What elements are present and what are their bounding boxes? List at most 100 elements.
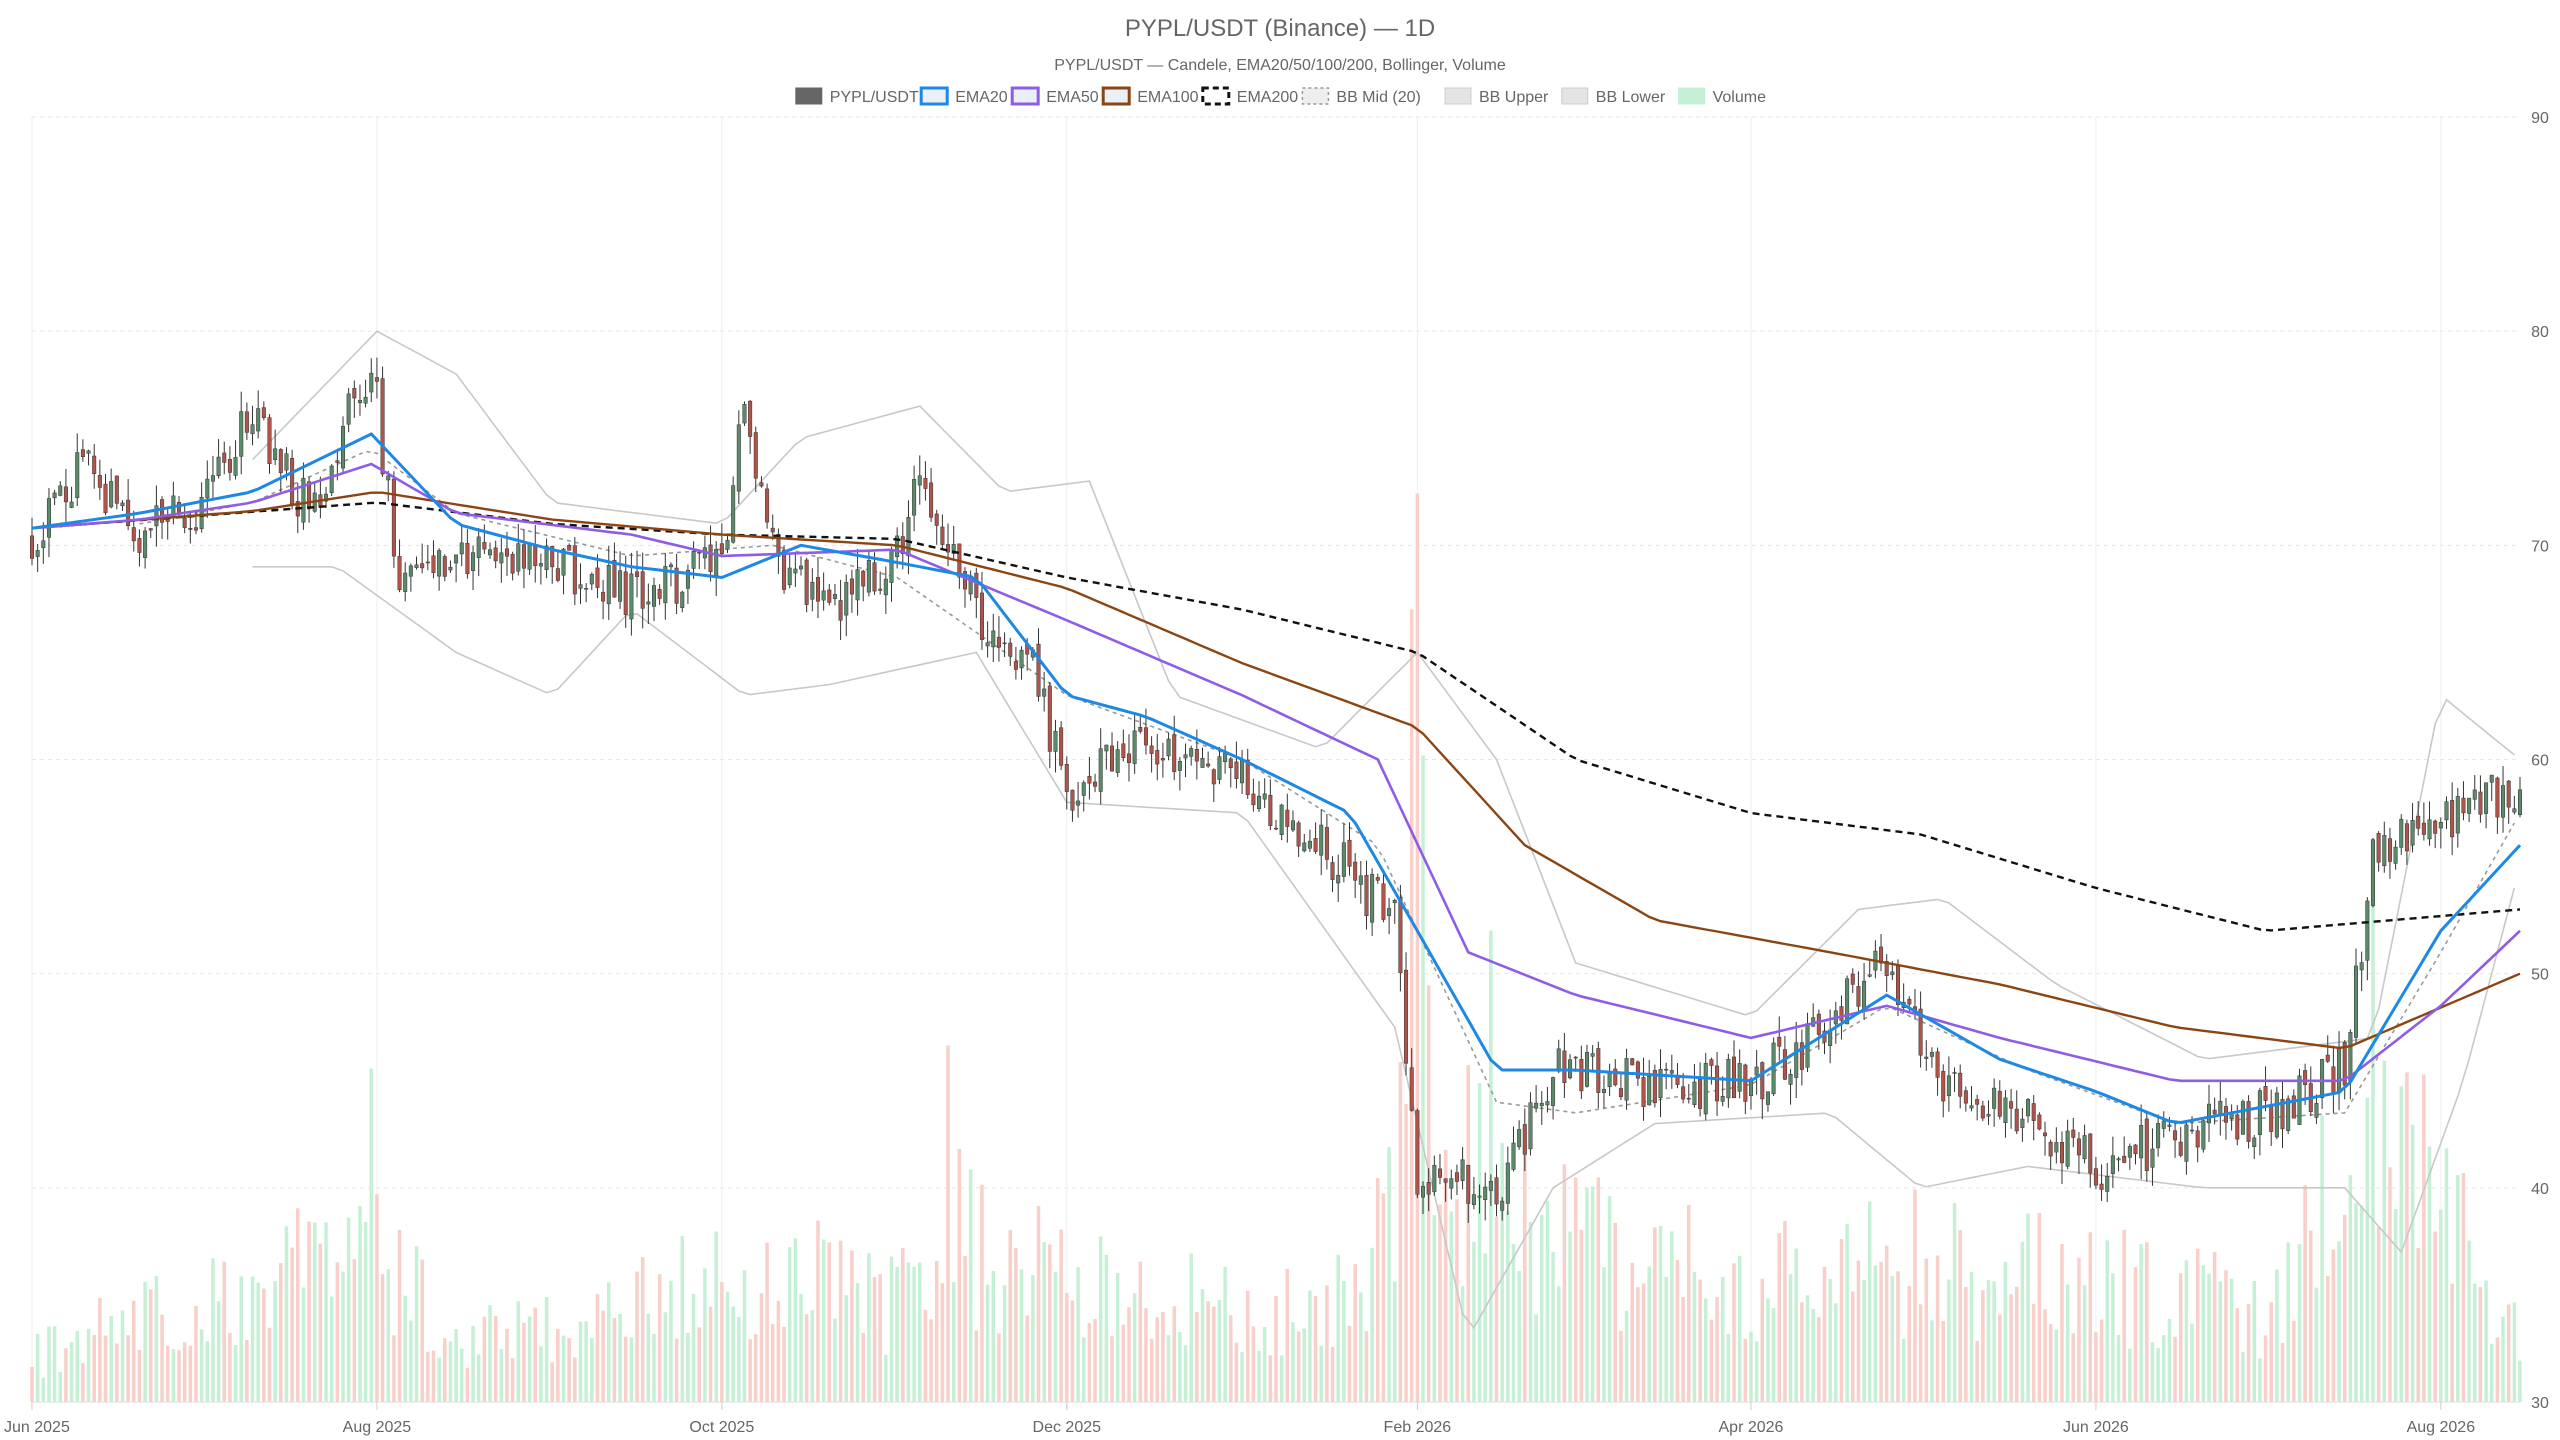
candle[interactable] [2178, 1127, 2183, 1158]
candle[interactable] [2161, 1111, 2166, 1138]
candle[interactable] [2274, 1086, 2279, 1140]
candle[interactable] [855, 548, 860, 616]
candle[interactable] [1765, 1091, 1770, 1112]
candle[interactable] [1059, 721, 1064, 771]
candle[interactable] [256, 390, 261, 439]
candle[interactable] [1471, 1176, 1476, 1210]
candle[interactable] [974, 567, 979, 619]
candle[interactable] [2099, 1164, 2104, 1201]
candle[interactable] [1364, 860, 1369, 930]
candle[interactable] [1715, 1051, 1720, 1116]
candle[interactable] [731, 476, 736, 544]
candle[interactable] [1545, 1086, 1550, 1113]
candle[interactable] [2484, 782, 2489, 829]
candle[interactable] [1975, 1094, 1980, 1121]
candle[interactable] [929, 468, 934, 522]
candle[interactable] [1008, 637, 1013, 667]
candle[interactable] [301, 462, 306, 530]
candle[interactable] [1822, 1022, 1827, 1055]
candle[interactable] [2370, 837, 2375, 908]
candle[interactable] [799, 556, 804, 576]
candle[interactable] [1347, 822, 1352, 876]
candle[interactable] [1257, 781, 1262, 812]
candle[interactable] [2088, 1133, 2093, 1188]
candle[interactable] [1409, 1048, 1414, 1112]
candle[interactable] [957, 543, 962, 589]
candle[interactable] [838, 579, 843, 640]
candle[interactable] [2444, 796, 2449, 829]
candle[interactable] [1760, 1061, 1765, 1120]
candle[interactable] [861, 569, 866, 602]
candle[interactable] [1658, 1049, 1663, 1118]
candle[interactable] [1307, 829, 1312, 852]
legend-item[interactable]: BB Lower [1561, 87, 1666, 106]
candle[interactable] [408, 563, 413, 592]
candle[interactable] [2257, 1087, 2262, 1156]
candle[interactable] [1494, 1164, 1499, 1217]
candle[interactable] [261, 401, 266, 421]
candle[interactable] [46, 488, 51, 558]
candle[interactable] [827, 584, 832, 606]
candle[interactable] [1228, 756, 1233, 788]
candle[interactable] [618, 551, 623, 609]
candle[interactable] [810, 568, 815, 612]
candle[interactable] [488, 542, 493, 559]
candle[interactable] [397, 539, 402, 593]
candle[interactable] [2348, 1029, 2353, 1100]
candle[interactable] [63, 468, 68, 523]
candle[interactable] [804, 557, 809, 613]
candle[interactable] [765, 483, 770, 529]
candle[interactable] [1087, 756, 1092, 800]
candle[interactable] [2320, 1058, 2325, 1109]
candle[interactable] [1997, 1080, 2002, 1120]
candle[interactable] [663, 553, 668, 620]
candle[interactable] [2110, 1136, 2115, 1188]
candle[interactable] [770, 514, 775, 541]
candle[interactable] [1098, 728, 1103, 805]
candle[interactable] [1805, 1012, 1810, 1072]
candle[interactable] [2376, 831, 2381, 872]
candle[interactable] [1511, 1126, 1516, 1172]
candle[interactable] [844, 574, 849, 637]
candle[interactable] [103, 474, 108, 516]
candle[interactable] [1794, 1021, 1799, 1098]
candle[interactable] [2359, 951, 2364, 992]
candle[interactable] [1879, 934, 1884, 972]
candle[interactable] [572, 537, 577, 606]
candle[interactable] [1234, 741, 1239, 789]
candle[interactable] [2506, 780, 2511, 824]
candle[interactable] [137, 529, 142, 567]
candle[interactable] [1313, 822, 1318, 855]
candle[interactable] [2082, 1124, 2087, 1164]
candle[interactable] [391, 471, 396, 568]
candle[interactable] [742, 401, 747, 426]
candle[interactable] [1488, 1174, 1493, 1206]
candle[interactable] [1341, 823, 1346, 883]
candle[interactable] [1522, 1108, 1527, 1172]
candle[interactable] [52, 489, 57, 506]
candle[interactable] [1833, 1001, 1838, 1044]
candle[interactable] [2116, 1156, 2121, 1172]
candle[interactable] [2416, 801, 2421, 836]
candle[interactable] [1788, 1068, 1793, 1105]
candle[interactable] [912, 465, 917, 532]
candle[interactable] [2026, 1098, 2031, 1123]
candle[interactable] [736, 410, 741, 504]
candle[interactable] [1709, 1057, 1714, 1085]
candle[interactable] [1517, 1120, 1522, 1150]
candle[interactable] [482, 524, 487, 554]
candle[interactable] [612, 542, 617, 598]
candle[interactable] [2501, 766, 2506, 833]
candle[interactable] [832, 583, 837, 606]
candle[interactable] [2020, 1108, 2025, 1142]
candle[interactable] [1132, 712, 1137, 774]
candle[interactable] [510, 551, 515, 581]
candle[interactable] [2291, 1089, 2296, 1119]
candle[interactable] [1607, 1063, 1612, 1097]
candle[interactable] [1466, 1164, 1471, 1223]
candle[interactable] [2206, 1084, 2212, 1142]
candle[interactable] [1618, 1073, 1623, 1101]
candle[interactable] [216, 439, 221, 479]
candle[interactable] [2495, 776, 2500, 834]
candle[interactable] [1941, 1064, 1946, 1118]
